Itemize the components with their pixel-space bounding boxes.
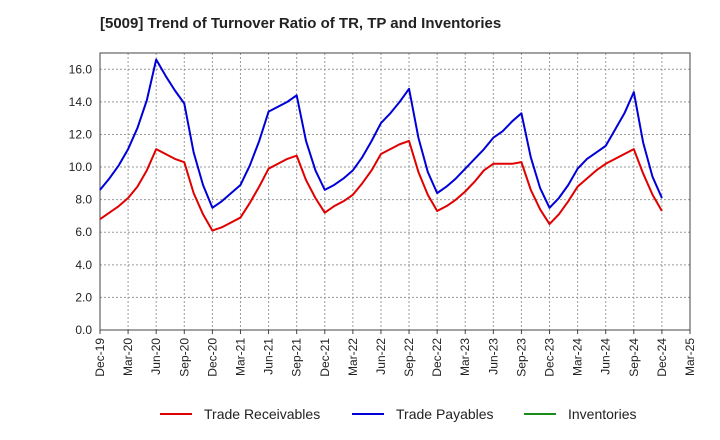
y-tick-label: 8.0 — [75, 193, 92, 207]
x-tick-label: Dec-24 — [655, 338, 669, 377]
axes: 0.0 2.0 4.0 6.0 8.0 10.0 12.0 14.0 16.0 Dec-19 Mar… — [69, 52, 697, 377]
x-tick-label: Mar-25 — [683, 338, 697, 376]
x-tick-label: Dec-19 — [93, 338, 107, 377]
y-tick-label: 16.0 — [69, 62, 93, 76]
x-tick-label: Dec-20 — [205, 338, 219, 377]
x-tick-label: Mar-22 — [346, 338, 360, 376]
series-lines — [99, 58, 663, 232]
x-tick-label: Dec-23 — [543, 338, 557, 377]
legend-label: Trade Payables — [396, 406, 494, 422]
y-tick-label: 10.0 — [69, 160, 93, 174]
series-line-trade-payables — [99, 58, 663, 209]
x-tick-label: Jun-21 — [262, 338, 276, 375]
legend-label: Inventories — [568, 406, 636, 422]
chart-title: [5009] Trend of Turnover Ratio of TR, TP… — [100, 15, 502, 32]
x-tick-label: Mar-20 — [121, 338, 135, 376]
x-tick-label: Mar-21 — [233, 338, 247, 376]
series-line-trade-receivables — [99, 139, 663, 232]
y-tick-label: 14.0 — [69, 95, 93, 109]
x-tick-label: Jun-22 — [374, 338, 388, 375]
x-tick-label: Sep-21 — [290, 338, 304, 377]
x-tick-label: Dec-21 — [318, 338, 332, 377]
x-tick-label: Sep-24 — [627, 338, 641, 377]
y-tick-label: 0.0 — [75, 323, 92, 337]
x-tick-label: Mar-24 — [571, 338, 585, 376]
y-tick-label: 6.0 — [75, 225, 92, 239]
x-tick-label: Jun-20 — [149, 338, 163, 375]
legend: Trade Receivables Trade Payables Inventori… — [160, 406, 636, 422]
y-tick-label: 4.0 — [75, 258, 92, 272]
plot-area-frame — [99, 52, 691, 331]
x-tick-label: Sep-22 — [402, 338, 416, 377]
y-tick-label: 12.0 — [69, 127, 93, 141]
y-tick-label: 2.0 — [75, 290, 92, 304]
x-tick-label: Dec-22 — [430, 338, 444, 377]
gridlines — [100, 53, 690, 330]
x-tick-label: Sep-20 — [177, 338, 191, 377]
x-tick-label: Sep-23 — [514, 338, 528, 377]
x-tick-label: Mar-23 — [458, 338, 472, 376]
legend-label: Trade Receivables — [204, 406, 320, 422]
x-tick-label: Jun-23 — [486, 338, 500, 375]
x-tick-label: Jun-24 — [599, 338, 613, 375]
